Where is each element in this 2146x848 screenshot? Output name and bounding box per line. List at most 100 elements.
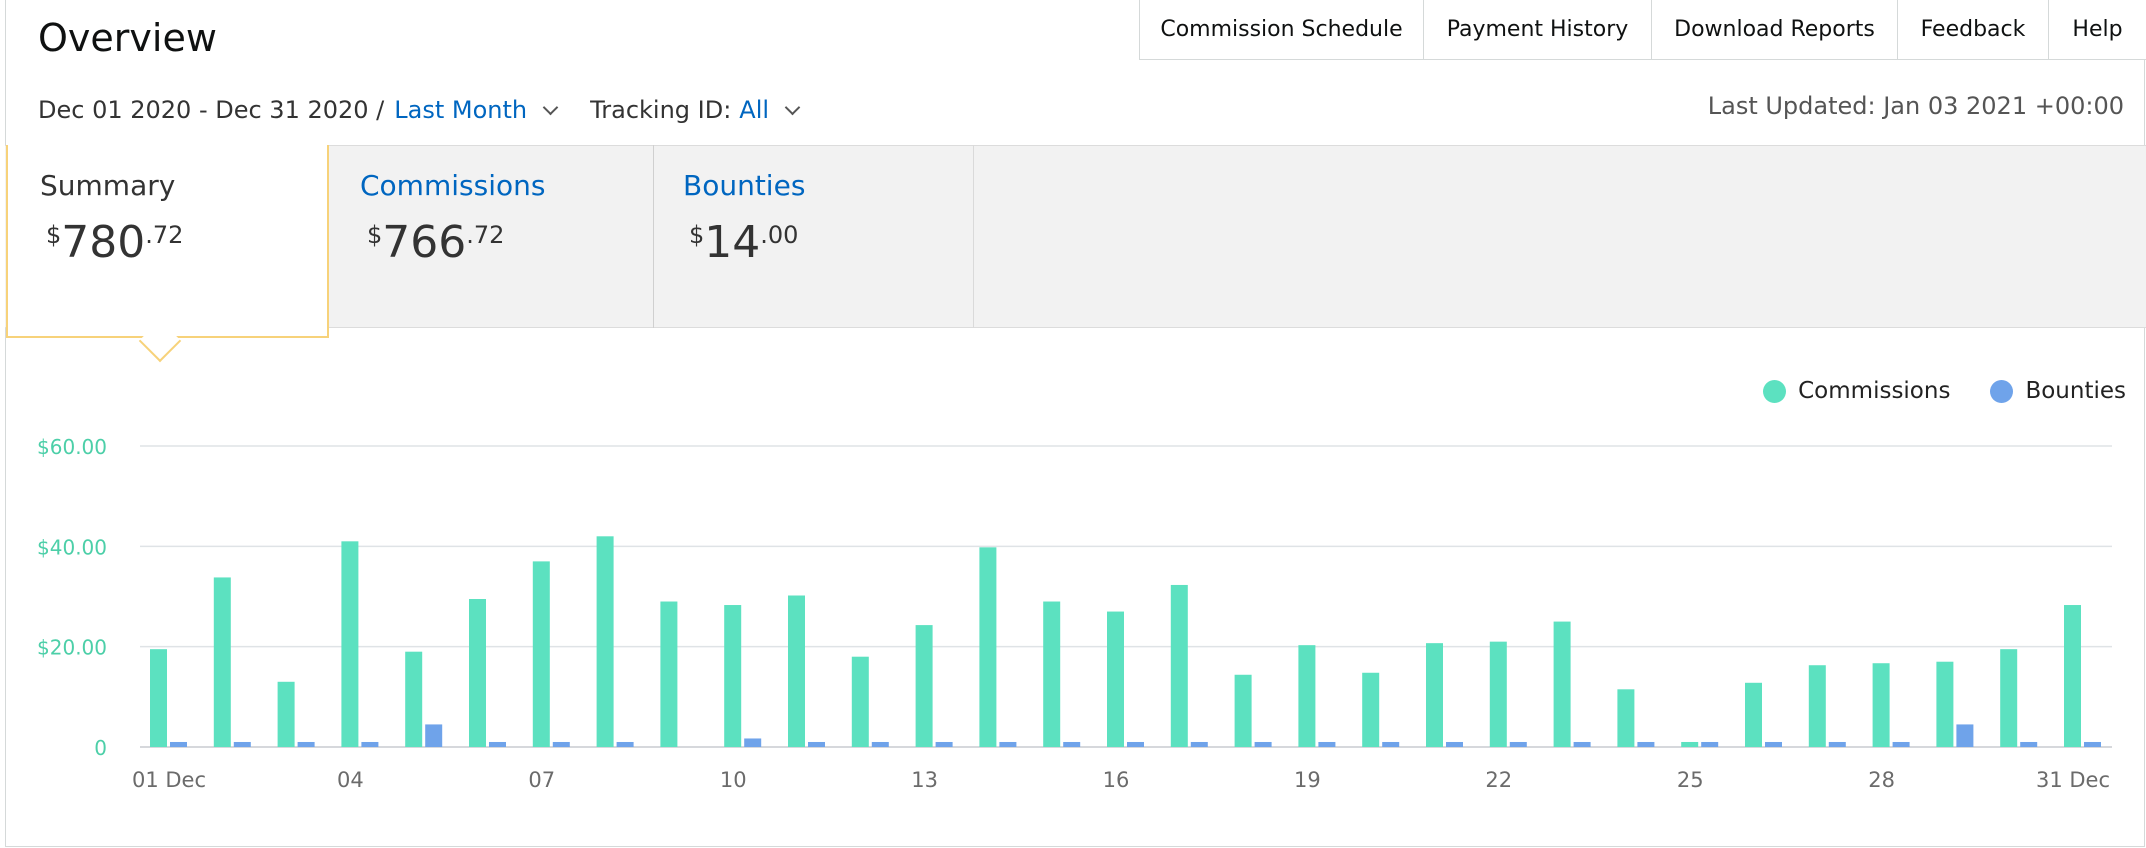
commission-schedule-link[interactable]: Commission Schedule [1160, 17, 1403, 42]
bounties-bar [1127, 741, 1144, 747]
legend-label-commissions: Commissions [1798, 378, 1951, 404]
commissions-bar [1043, 601, 1061, 747]
commissions-bar [1298, 645, 1316, 747]
commissions-bar [2000, 649, 2018, 747]
commissions-bar [1107, 611, 1124, 747]
bounties-bar [1637, 741, 1655, 747]
x-tick-label: 31 Dec [2036, 768, 2110, 792]
bounties-bar [2020, 741, 2038, 747]
x-tick-label: 25 [1677, 768, 1704, 792]
commissions-bar [1234, 674, 1252, 747]
commissions-bar [596, 536, 614, 747]
commissions-bar [2064, 605, 2081, 747]
date-range-text: Dec 01 2020 - Dec 31 2020 / [38, 96, 385, 124]
tab-bounties[interactable]: Bounties $14.00 [654, 145, 974, 328]
x-tick-label: 10 [720, 768, 747, 792]
amount-cents: .00 [760, 221, 799, 249]
bounties-bar [425, 724, 443, 747]
commissions-bar [979, 547, 997, 747]
legend-item-bounties[interactable]: Bounties [1990, 378, 2126, 404]
report-filters: Dec 01 2020 - Dec 31 2020 / Last Month T… [38, 92, 801, 128]
bounties-bar [616, 741, 634, 747]
payment-history-link[interactable]: Payment History [1423, 0, 1651, 59]
bounties-bar [552, 741, 570, 747]
commissions-legend-dot [1763, 379, 1787, 403]
period-dropdown[interactable]: Last Month [394, 96, 528, 124]
tab-summary[interactable]: Summary $780.72 [6, 145, 329, 338]
page-title: Overview [38, 16, 217, 60]
commissions-bar [1745, 682, 1762, 747]
bounties-bar [744, 738, 762, 747]
commissions-bar [150, 649, 167, 747]
bounties-bar [1701, 741, 1719, 747]
commissions-bar [532, 561, 550, 747]
tab-summary-label: Summary [40, 169, 176, 202]
x-tick-label: 07 [528, 768, 555, 792]
bounties-legend-dot [1990, 379, 2014, 403]
tab-commissions[interactable]: Commissions $766.72 [329, 145, 654, 328]
bounties-bar [871, 741, 889, 747]
commissions-bar [1872, 663, 1890, 747]
bounties-bar [297, 741, 315, 747]
bounties-amount: $14.00 [689, 217, 798, 268]
tab-commissions-label: Commissions [360, 169, 546, 202]
y-tick-label: $40.00 [37, 535, 107, 559]
x-tick-label: 13 [911, 768, 938, 792]
chart-legend: Commissions Bounties [1723, 378, 2126, 404]
commissions-bar [341, 541, 359, 747]
bounties-bar [170, 741, 187, 747]
commissions-bar [405, 651, 423, 747]
bounties-bar [361, 741, 379, 747]
commissions-bar [660, 601, 678, 747]
bounties-bar [1828, 741, 1846, 747]
y-tick-label: $20.00 [37, 636, 107, 660]
x-tick-label: 22 [1485, 768, 1512, 792]
x-tick-label: 28 [1868, 768, 1895, 792]
commissions-bar [1170, 584, 1188, 747]
amount-whole: 766 [382, 217, 467, 268]
bounties-bar [1254, 741, 1272, 747]
bounties-bar [1956, 724, 1974, 747]
bounties-bar [999, 741, 1017, 747]
bounties-bar [935, 741, 953, 747]
download-reports-link[interactable]: Download Reports [1651, 0, 1897, 59]
y-tick-label: $60.00 [37, 435, 107, 459]
summary-tabs-bar [5, 145, 2146, 328]
tracking-id-label: Tracking ID: [590, 96, 732, 124]
bounties-bar [1509, 741, 1527, 747]
commissions-bar [1617, 689, 1635, 747]
currency-symbol: $ [46, 221, 62, 249]
summary-amount: $780.72 [46, 217, 183, 268]
last-updated-text: Last Updated: Jan 03 2021 +00:00 [1707, 92, 2124, 120]
commissions-bar [277, 681, 295, 747]
commissions-amount: $766.72 [367, 217, 504, 268]
commissions-bar [1362, 672, 1380, 747]
commissions-bar [1936, 661, 1954, 747]
x-tick-label: 19 [1294, 768, 1321, 792]
currency-symbol: $ [689, 221, 705, 249]
bounties-bar [1063, 741, 1081, 747]
amount-whole: 14 [704, 217, 761, 268]
legend-label-bounties: Bounties [2025, 378, 2126, 404]
help-link[interactable]: Help [2048, 0, 2146, 59]
tracking-id-dropdown[interactable]: All [739, 96, 770, 124]
bounties-bar [1318, 741, 1336, 747]
bounties-bar [808, 741, 825, 747]
legend-item-commissions[interactable]: Commissions [1763, 378, 1950, 404]
amount-cents: .72 [145, 221, 184, 249]
bounties-bar [1190, 741, 1208, 747]
commissions-bar [851, 656, 869, 747]
commissions-bar [213, 577, 231, 747]
feedback-link[interactable]: Feedback [1897, 0, 2048, 59]
bounties-bar [1382, 741, 1400, 747]
bounties-bar [1765, 741, 1782, 747]
y-tick-label: 0 [94, 736, 107, 760]
x-tick-label: 01 Dec [132, 768, 206, 792]
commissions-bar [915, 625, 933, 747]
x-tick-label: 16 [1103, 768, 1130, 792]
amount-cents: .72 [466, 221, 505, 249]
bounties-bar [1446, 741, 1463, 747]
commissions-bar [1553, 621, 1571, 747]
x-tick-label: 04 [337, 768, 364, 792]
